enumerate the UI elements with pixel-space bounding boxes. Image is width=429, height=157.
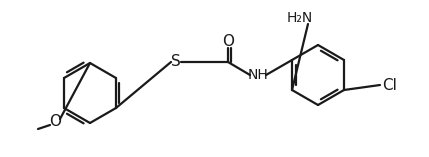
Text: H₂N: H₂N: [287, 11, 313, 25]
Text: NH: NH: [248, 68, 269, 82]
Text: Cl: Cl: [383, 78, 397, 92]
Text: O: O: [222, 35, 234, 49]
Text: S: S: [171, 54, 181, 70]
Text: O: O: [49, 114, 61, 130]
